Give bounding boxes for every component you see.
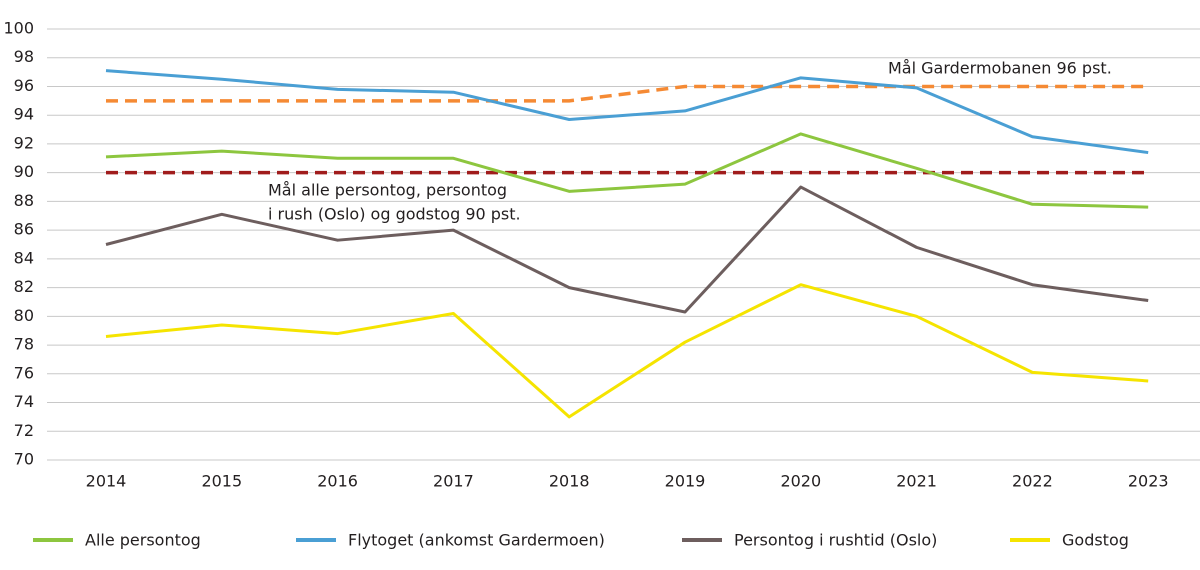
y-tick-label: 90 [14,162,34,181]
series-line [105,185,1149,314]
y-tick-label: 80 [14,306,34,325]
series-line [105,69,1149,155]
annotation: i rush (Oslo) og godstog 90 pst. [268,205,521,224]
target-line [106,84,1149,103]
x-tick-label: 2015 [201,472,242,491]
series-line [105,132,1149,209]
x-tick-label: 2014 [86,472,127,491]
annotation: Mål alle persontog, persontog [268,181,507,200]
y-tick-label: 98 [14,47,34,66]
y-tick-label: 76 [14,363,34,382]
y-tick-label: 72 [14,421,34,440]
x-tick-label: 2021 [896,472,937,491]
annotation: Mål Gardermobanen 96 pst. [888,59,1112,78]
y-tick-label: 82 [14,277,34,296]
y-tick-label: 92 [14,133,34,152]
legend-label: Persontog i rushtid (Oslo) [734,531,937,550]
legend-label: Godstog [1062,531,1129,550]
x-tick-label: 2017 [433,472,474,491]
y-tick-label: 94 [14,105,34,124]
y-tick-label: 100 [3,19,34,38]
legend-label: Flytoget (ankomst Gardermoen) [348,531,605,550]
series-line [105,283,1149,419]
x-tick-label: 2023 [1128,472,1169,491]
y-tick-label: 70 [14,450,34,469]
x-tick-label: 2016 [317,472,358,491]
x-tick-label: 2022 [1012,472,1053,491]
y-tick-label: 84 [14,248,34,267]
x-tick-label: 2020 [780,472,821,491]
y-tick-label: 88 [14,191,34,210]
y-tick-label: 86 [14,220,34,239]
legend-label: Alle persontog [85,531,201,550]
x-tick-label: 2019 [665,472,706,491]
y-tick-label: 96 [14,76,34,95]
y-tick-label: 78 [14,335,34,354]
x-tick-label: 2018 [549,472,590,491]
y-tick-label: 74 [14,392,34,411]
